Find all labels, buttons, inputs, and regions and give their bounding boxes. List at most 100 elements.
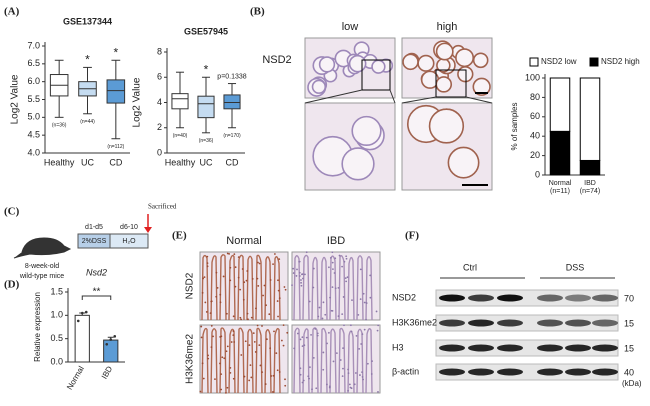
nucleus: [370, 373, 373, 375]
n-label: (n=36): [52, 123, 67, 129]
y-axis-label: % of samples: [510, 102, 519, 150]
nucleus: [298, 275, 301, 277]
nucleus: [203, 276, 206, 278]
nucleus: [286, 331, 289, 334]
nucleus: [249, 364, 252, 367]
nucleus: [243, 375, 246, 378]
nucleus: [311, 388, 313, 391]
bar-segment: [549, 130, 571, 176]
nucleus: [316, 332, 319, 335]
nucleus: [301, 381, 304, 384]
nucleus: [363, 301, 366, 304]
nucleus: [341, 313, 344, 316]
villus: [293, 327, 301, 394]
y-axis-label: Log2 Value: [132, 77, 143, 127]
nucleus: [215, 271, 218, 274]
nucleus: [299, 338, 302, 341]
nucleus: [369, 296, 372, 299]
column-label: Normal: [226, 235, 261, 247]
nucleus: [229, 366, 232, 369]
nucleus: [334, 257, 337, 260]
nucleus: [304, 273, 306, 276]
nucleus: [262, 294, 264, 297]
nucleus: [322, 301, 325, 304]
blot-band: [537, 344, 563, 352]
nucleus: [305, 251, 308, 254]
nucleus: [312, 356, 315, 359]
nucleus: [302, 379, 305, 382]
nucleus: [347, 368, 349, 371]
nucleus: [225, 312, 228, 315]
legend-label: NSD2 low: [541, 57, 577, 66]
nucleus: [239, 316, 242, 319]
nucleus: [292, 272, 295, 274]
villus: [246, 328, 254, 394]
nucleus: [278, 371, 281, 373]
blot-band: [565, 294, 591, 302]
nucleus: [204, 301, 207, 304]
nucleus: [353, 383, 356, 386]
nucleus: [335, 352, 338, 355]
nucleus: [345, 255, 348, 258]
n-label: (n=36): [199, 138, 214, 144]
nucleus: [252, 332, 255, 335]
nucleus: [258, 262, 261, 265]
annotation: **: [93, 287, 101, 298]
villus: [219, 327, 227, 394]
n-label: (n=170): [223, 133, 241, 139]
nucleus: [272, 263, 274, 266]
nucleus: [229, 279, 232, 282]
nucleus: [276, 369, 279, 372]
blot-band: [537, 319, 563, 327]
nucleus: [314, 328, 317, 330]
nucleus: [371, 360, 373, 363]
crypt: [371, 59, 386, 74]
nucleus: [254, 351, 257, 353]
treatment-label: 2%DSS: [82, 238, 107, 245]
nucleus: [355, 334, 358, 337]
nucleus: [258, 344, 261, 347]
nucleus: [234, 266, 237, 269]
nucleus: [243, 281, 246, 284]
n-label: (n=44): [80, 119, 95, 125]
nucleus: [365, 318, 367, 321]
nucleus: [301, 273, 303, 276]
crypt: [435, 76, 453, 93]
nucleus: [246, 312, 249, 315]
nucleus: [220, 335, 223, 338]
blot-band: [565, 368, 591, 376]
nucleus: [233, 341, 236, 343]
nucleus: [240, 354, 243, 356]
crypt: [351, 115, 382, 147]
panel-label: (D): [4, 279, 20, 291]
nucleus: [248, 379, 251, 382]
row-label: NSD2: [185, 272, 196, 299]
nucleus: [291, 284, 293, 287]
crypt: [455, 48, 475, 68]
villus: [264, 256, 272, 321]
villus: [273, 255, 281, 321]
nucleus: [360, 343, 363, 345]
nucleus: [338, 254, 341, 257]
chart-title: GSE57945: [184, 26, 228, 36]
villus: [302, 328, 310, 394]
crypt: [402, 53, 419, 71]
blot-band: [439, 294, 465, 302]
nucleus: [361, 333, 364, 336]
villus: [219, 254, 227, 321]
nucleus: [269, 347, 272, 350]
nucleus: [275, 352, 278, 355]
crypt: [348, 54, 367, 73]
nucleus: [345, 280, 348, 283]
villus: [210, 255, 218, 321]
bar: [74, 314, 90, 363]
nucleus: [221, 356, 224, 359]
nucleus: [266, 338, 268, 341]
y-tick-label: 100: [525, 72, 540, 82]
nucleus: [362, 378, 365, 381]
blot-band: [565, 344, 591, 352]
villus: [255, 327, 263, 394]
data-point: [113, 335, 117, 338]
nucleus: [327, 331, 330, 334]
significance-bracket: [81, 295, 112, 300]
